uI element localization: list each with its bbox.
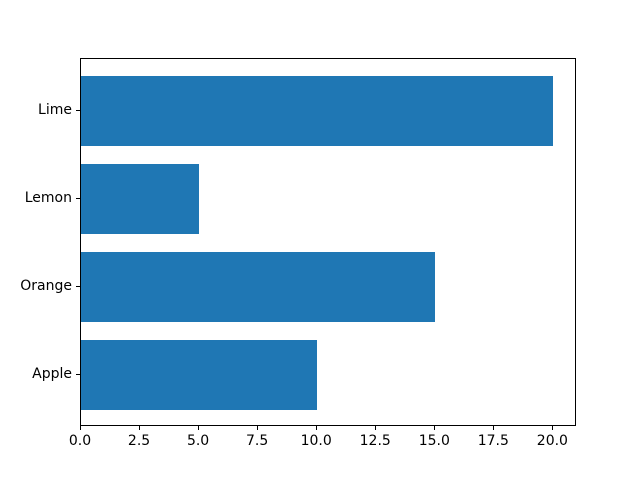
x-tick-mark — [80, 426, 81, 430]
x-tick-label: 17.5 — [477, 433, 509, 449]
bar-apple — [81, 339, 318, 411]
x-tick-label: 12.5 — [359, 433, 391, 449]
bar-lemon — [81, 163, 200, 235]
x-tick-mark — [257, 426, 259, 430]
y-tick-mark — [76, 197, 80, 199]
x-tick-label: 20.0 — [536, 433, 568, 449]
y-tick-label-apple: Apple — [32, 366, 72, 383]
x-tick-label: 2.5 — [127, 433, 151, 449]
y-tick-label-lime: Lime — [38, 101, 72, 118]
y-tick-label-lemon: Lemon — [24, 189, 72, 206]
y-tick-mark — [76, 109, 80, 111]
x-tick-mark — [316, 426, 318, 430]
x-tick-mark — [493, 426, 495, 430]
bar-lime — [81, 75, 554, 147]
x-tick-label: 0.0 — [68, 433, 92, 449]
x-tick-label: 10.0 — [300, 433, 332, 449]
y-tick-mark — [76, 286, 80, 288]
x-tick-mark — [375, 426, 377, 430]
x-tick-mark — [139, 426, 141, 430]
y-tick-mark — [76, 374, 80, 376]
bar-orange — [81, 251, 436, 323]
plot-area — [80, 58, 576, 426]
x-tick-mark — [434, 426, 436, 430]
y-tick-label-orange: Orange — [20, 278, 72, 295]
x-tick-mark — [198, 426, 200, 430]
x-tick-label: 7.5 — [246, 433, 269, 449]
x-tick-mark — [552, 426, 554, 430]
x-tick-label: 15.0 — [418, 433, 450, 449]
x-tick-label: 5.0 — [186, 433, 210, 449]
